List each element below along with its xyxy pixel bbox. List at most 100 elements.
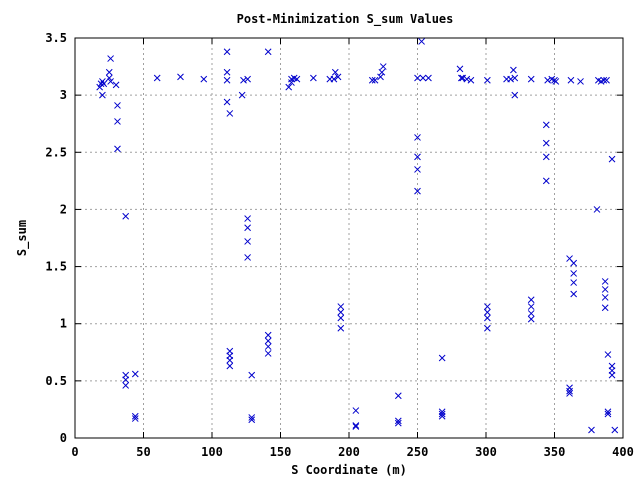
data-point	[527, 75, 535, 83]
data-point	[542, 177, 550, 185]
x-tick-label: 250	[407, 445, 429, 459]
data-point	[608, 371, 616, 379]
data-point	[570, 279, 578, 286]
data-point	[394, 417, 402, 425]
data-point	[542, 153, 550, 161]
data-point	[593, 206, 601, 213]
data-point	[414, 187, 421, 195]
data-point	[511, 74, 519, 82]
data-point	[457, 74, 465, 82]
y-tick-label: 1	[60, 317, 67, 331]
data-point	[527, 310, 535, 317]
data-point	[107, 78, 114, 85]
data-point	[352, 407, 360, 414]
data-point	[467, 76, 475, 84]
data-point	[542, 121, 550, 129]
x-tick-label: 50	[136, 445, 150, 459]
x-tick-label: 400	[612, 445, 634, 459]
data-point	[352, 422, 360, 429]
x-tick-label: 350	[544, 445, 566, 459]
x-tick-label: 200	[338, 445, 360, 459]
y-tick-label: 0.5	[45, 374, 67, 388]
data-point	[394, 419, 402, 427]
data-point	[608, 155, 616, 163]
data-point	[601, 286, 609, 293]
y-tick-label: 0	[60, 431, 67, 445]
data-point	[226, 356, 234, 364]
x-tick-label: 0	[71, 445, 78, 459]
data-point	[456, 65, 464, 73]
data-point	[419, 74, 427, 82]
data-point	[244, 238, 251, 245]
data-point	[131, 415, 139, 422]
data-point	[331, 68, 339, 76]
data-point	[223, 76, 231, 84]
data-point	[114, 102, 121, 109]
data-point	[112, 81, 120, 89]
data-point	[223, 68, 231, 76]
data-point	[99, 91, 106, 99]
y-tick-label: 1.5	[45, 260, 67, 274]
data-point	[131, 412, 139, 420]
data-point	[527, 303, 535, 310]
data-point	[122, 382, 130, 389]
data-point	[337, 303, 345, 310]
data-point	[552, 78, 560, 85]
data-point	[264, 350, 272, 357]
y-tick-label: 2	[60, 202, 67, 216]
data-point	[244, 254, 251, 261]
data-point	[244, 224, 251, 232]
data-point	[337, 324, 345, 332]
data-point	[604, 408, 612, 416]
data-point	[200, 75, 208, 83]
data-point	[438, 354, 446, 362]
data-point	[371, 76, 379, 84]
data-point	[527, 315, 535, 323]
data-point	[248, 414, 256, 421]
data-point	[105, 68, 113, 76]
data-point	[310, 74, 317, 82]
data-point	[337, 314, 345, 322]
data-points	[96, 38, 619, 434]
data-point	[577, 78, 584, 85]
data-point	[100, 80, 108, 88]
data-point	[527, 296, 535, 304]
data-point	[414, 134, 421, 141]
y-tick-label: 2.5	[45, 145, 67, 159]
data-point	[368, 76, 376, 84]
data-point	[248, 416, 256, 424]
data-point	[567, 76, 575, 84]
data-point	[601, 294, 609, 301]
data-point	[223, 98, 231, 106]
y-tick-label: 3	[60, 88, 67, 102]
data-point	[114, 145, 121, 153]
data-point	[248, 371, 256, 379]
data-point	[510, 66, 517, 74]
data-point	[240, 76, 247, 84]
data-point	[425, 74, 432, 82]
data-point	[484, 303, 491, 310]
data-point	[438, 410, 446, 418]
data-point	[601, 304, 609, 312]
grid-lines	[75, 38, 623, 438]
data-point	[484, 76, 491, 84]
data-point	[611, 426, 619, 434]
data-point	[484, 324, 491, 332]
data-point	[330, 75, 338, 83]
data-point	[379, 63, 387, 70]
data-point	[238, 91, 246, 99]
data-point	[570, 259, 578, 267]
data-point	[484, 314, 491, 322]
data-point	[463, 75, 471, 83]
data-point	[438, 412, 446, 420]
data-point	[264, 48, 272, 56]
x-tick-label: 100	[201, 445, 223, 459]
data-point	[264, 331, 272, 339]
x-axis-label: S Coordinate (m)	[291, 463, 407, 477]
data-point	[131, 370, 139, 378]
data-point	[601, 278, 609, 285]
x-tick-label: 150	[270, 445, 292, 459]
data-point	[223, 48, 231, 56]
